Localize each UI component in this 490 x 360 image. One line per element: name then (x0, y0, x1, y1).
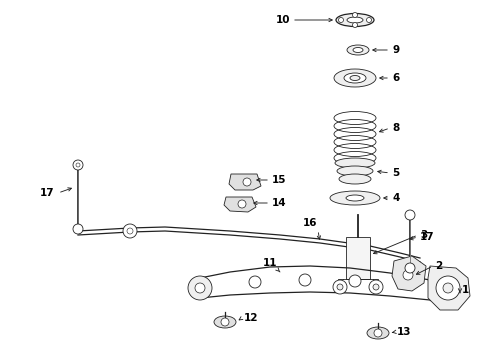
Ellipse shape (353, 48, 363, 53)
Circle shape (352, 22, 358, 27)
Circle shape (337, 284, 343, 290)
Circle shape (374, 329, 382, 337)
Circle shape (339, 18, 343, 22)
Circle shape (243, 178, 251, 186)
Polygon shape (392, 256, 426, 291)
Circle shape (73, 224, 83, 234)
Text: 1: 1 (462, 285, 469, 295)
Circle shape (405, 263, 415, 273)
Ellipse shape (339, 174, 371, 184)
Polygon shape (428, 266, 470, 310)
Text: 17: 17 (40, 188, 54, 198)
Text: 10: 10 (275, 15, 290, 25)
Circle shape (436, 276, 460, 300)
Text: 5: 5 (392, 168, 399, 178)
Text: 11: 11 (263, 258, 277, 268)
Circle shape (333, 280, 347, 294)
Ellipse shape (346, 195, 364, 201)
Circle shape (221, 318, 229, 326)
Ellipse shape (350, 76, 360, 81)
Circle shape (127, 228, 133, 234)
Circle shape (369, 280, 383, 294)
Text: 17: 17 (420, 232, 435, 242)
Circle shape (349, 275, 361, 287)
Circle shape (299, 274, 311, 286)
Circle shape (123, 224, 137, 238)
Circle shape (73, 160, 83, 170)
Ellipse shape (347, 17, 363, 23)
Text: 16: 16 (303, 218, 317, 228)
Ellipse shape (334, 69, 376, 87)
Circle shape (76, 163, 80, 167)
Circle shape (367, 18, 371, 22)
Ellipse shape (367, 327, 389, 339)
Circle shape (403, 270, 413, 280)
Ellipse shape (347, 45, 369, 55)
Circle shape (249, 276, 261, 288)
Polygon shape (229, 174, 261, 190)
Circle shape (352, 13, 358, 18)
Text: 14: 14 (272, 198, 287, 208)
Text: 9: 9 (392, 45, 399, 55)
Circle shape (195, 283, 205, 293)
Text: 15: 15 (272, 175, 287, 185)
Ellipse shape (335, 158, 375, 168)
Bar (346, 237, 370, 279)
Text: 6: 6 (392, 73, 399, 83)
Circle shape (238, 200, 246, 208)
Ellipse shape (330, 191, 380, 205)
Text: 3: 3 (420, 230, 427, 240)
Text: 4: 4 (392, 193, 399, 203)
Circle shape (188, 276, 212, 300)
Text: 13: 13 (397, 327, 412, 337)
Ellipse shape (337, 166, 373, 176)
Ellipse shape (214, 316, 236, 328)
Ellipse shape (344, 73, 366, 83)
Text: 12: 12 (244, 313, 259, 323)
Circle shape (405, 210, 415, 220)
Text: 2: 2 (435, 261, 442, 271)
Polygon shape (224, 197, 256, 212)
Text: 8: 8 (392, 123, 399, 133)
Circle shape (443, 283, 453, 293)
Ellipse shape (336, 13, 374, 27)
Circle shape (373, 284, 379, 290)
